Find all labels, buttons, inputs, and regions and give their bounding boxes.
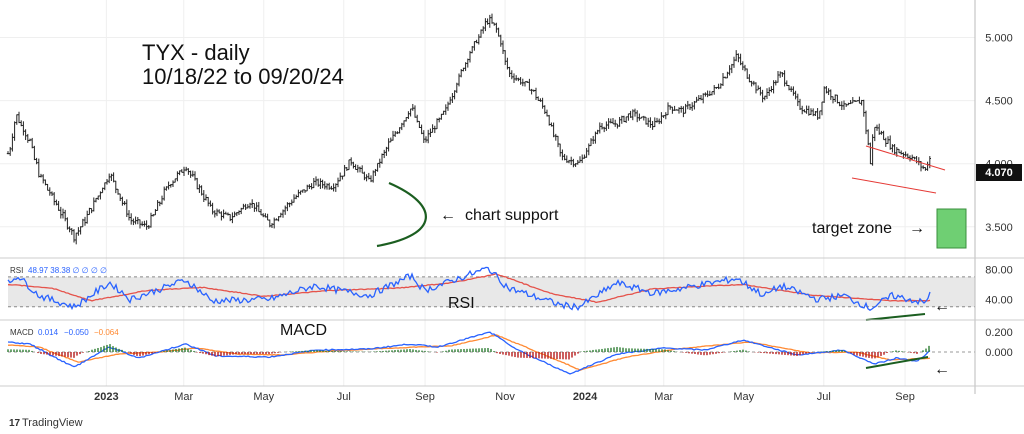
x-tick-label: 2024: [573, 391, 598, 403]
macd-arrow: ←: [934, 361, 950, 378]
price-tick-label: 3.500: [985, 222, 1013, 234]
chart-subtitle: 10/18/22 to 09/20/24: [142, 64, 344, 89]
x-tick-label: May: [733, 391, 754, 403]
macd-legend-value-2: −0.050: [64, 328, 89, 337]
x-tick-label: Jul: [817, 391, 831, 403]
rsi-arrow: ←: [934, 298, 950, 315]
rsi-line: [7, 266, 931, 311]
rsi-tick-label: 80.00: [985, 264, 1013, 276]
last-price-badge: [976, 164, 1022, 181]
chart-title: TYX - daily: [142, 40, 250, 65]
macd-tick-label: 0.000: [985, 347, 1013, 359]
macd-tag-label: MACD: [280, 322, 327, 339]
last-price-label: 4.070: [985, 167, 1013, 179]
macd-legend-value-3: −0.064: [94, 328, 119, 337]
chart-support-label: chart support: [465, 207, 559, 224]
x-tick-label: Jul: [337, 391, 351, 403]
chart-support-arrow: ←: [440, 207, 456, 224]
rsi-band: [8, 276, 975, 307]
x-tick-label: Sep: [415, 391, 435, 403]
rsi-tag-label: RSI: [448, 295, 475, 312]
rsi-divergence-line: [865, 313, 926, 321]
x-tick-label: Mar: [174, 391, 193, 403]
macd-legend-value-1: 0.014: [38, 328, 59, 337]
tradingview-watermark: 17 TradingView: [9, 417, 83, 429]
tradingview-logo-icon: 17: [9, 418, 21, 429]
x-tick-label: Sep: [895, 391, 915, 403]
macd-signal-line: [8, 334, 931, 372]
x-tick-label: 2023: [94, 391, 118, 403]
price-tick-label: 4.500: [985, 96, 1013, 108]
tradingview-wordmark: TradingView: [22, 417, 83, 429]
target-zone-label: target zone: [812, 220, 892, 237]
macd-legend-label: MACD: [10, 328, 34, 337]
macd-line: [7, 331, 931, 375]
price-tick-label: 5.000: [985, 33, 1013, 45]
x-tick-label: Nov: [495, 391, 515, 403]
x-tick-label: Mar: [654, 391, 673, 403]
target-zone-box: [936, 208, 967, 249]
target-zone-arrow: →: [909, 220, 925, 237]
rsi-legend-label: RSI: [10, 266, 23, 275]
macd-divergence-line: [865, 356, 929, 369]
x-tick-label: May: [253, 391, 274, 403]
chart-support-curve: [376, 181, 427, 248]
rsi-tick-label: 40.00: [985, 294, 1013, 306]
channel-lower-line: [851, 177, 937, 194]
macd-tick-label: 0.200: [985, 327, 1013, 339]
channel-upper-line: [865, 145, 946, 171]
rsi-legend-values: 48.97 38.38 ∅ ∅ ∅ ∅: [28, 266, 107, 275]
